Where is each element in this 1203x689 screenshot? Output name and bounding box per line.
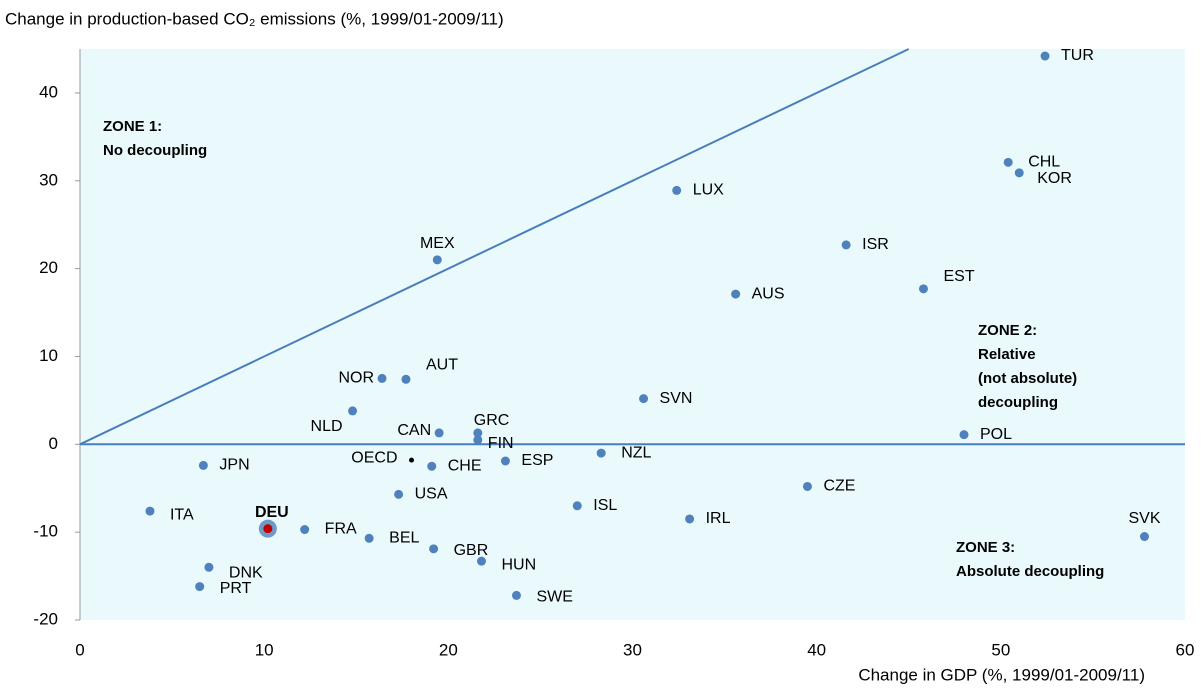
point bbox=[204, 562, 214, 572]
y-tick-label: -20 bbox=[33, 609, 58, 628]
point bbox=[473, 435, 483, 445]
zone-annotation: ZONE 3: bbox=[956, 539, 1015, 556]
point bbox=[263, 524, 273, 534]
point-label: IRL bbox=[706, 510, 731, 527]
diagonal-line bbox=[79, 48, 910, 446]
point bbox=[731, 289, 741, 299]
point-label: ESP bbox=[521, 452, 553, 469]
zone-annotation: ZONE 1: bbox=[103, 118, 162, 135]
point-label: DNK bbox=[229, 565, 263, 582]
point-label: FRA bbox=[325, 521, 357, 538]
point-label: HUN bbox=[501, 556, 536, 573]
point-label: GRC bbox=[474, 412, 510, 429]
point bbox=[1139, 532, 1149, 542]
zone-annotation: decoupling bbox=[978, 394, 1058, 411]
zone-annotation: No decoupling bbox=[103, 142, 207, 159]
x-axis-title: Change in GDP (%, 1999/01-2009/11) bbox=[858, 665, 1145, 684]
point-label: PRT bbox=[220, 580, 252, 597]
point bbox=[473, 428, 483, 438]
y-tick-label: 40 bbox=[39, 82, 58, 101]
point-label: ISL bbox=[593, 497, 617, 514]
point-label: GBR bbox=[454, 542, 489, 559]
y-tick-label: -10 bbox=[33, 522, 58, 541]
point-label: CAN bbox=[397, 422, 431, 439]
point bbox=[427, 461, 437, 471]
point-label: USA bbox=[415, 486, 448, 503]
x-tick-label: 0 bbox=[75, 640, 84, 659]
point-label: AUS bbox=[752, 285, 785, 302]
point bbox=[596, 448, 606, 458]
point bbox=[145, 506, 155, 516]
point bbox=[476, 556, 486, 566]
x-tick-label: 40 bbox=[807, 640, 826, 659]
point-label: BEL bbox=[389, 530, 419, 547]
point-label: KOR bbox=[1037, 170, 1072, 187]
point bbox=[672, 185, 682, 195]
point bbox=[802, 481, 812, 491]
zone-annotation: Relative bbox=[978, 346, 1036, 363]
point-label: NZL bbox=[621, 444, 651, 461]
x-tick-label: 50 bbox=[991, 640, 1010, 659]
point bbox=[959, 430, 969, 440]
point-label: POL bbox=[980, 426, 1012, 443]
y-tick-label: 20 bbox=[39, 258, 58, 277]
point-label: NOR bbox=[338, 370, 374, 387]
point-label: EST bbox=[943, 268, 974, 285]
point-label: TUR bbox=[1061, 47, 1094, 64]
y-tick-label: 10 bbox=[39, 346, 58, 365]
point bbox=[432, 255, 442, 265]
point-label: FIN bbox=[488, 435, 514, 452]
point bbox=[511, 590, 521, 600]
point bbox=[500, 456, 510, 466]
zone-annotation: (not absolute) bbox=[978, 370, 1077, 387]
point-label: JPN bbox=[219, 457, 249, 474]
point bbox=[195, 582, 205, 592]
point-label: CHL bbox=[1028, 154, 1060, 171]
point-label: MEX bbox=[420, 235, 455, 252]
point bbox=[572, 501, 582, 511]
point bbox=[1003, 157, 1013, 167]
point-label: AUT bbox=[426, 357, 458, 374]
y-tick-label: 0 bbox=[49, 434, 58, 453]
point bbox=[348, 406, 358, 416]
point-label: ISR bbox=[862, 236, 889, 253]
point bbox=[429, 544, 439, 554]
point-label: DEU bbox=[255, 504, 289, 521]
zone-annotation: Absolute decoupling bbox=[956, 563, 1104, 580]
point bbox=[434, 428, 444, 438]
zone-annotation: ZONE 2: bbox=[978, 322, 1037, 339]
point bbox=[841, 240, 851, 250]
x-tick-label: 30 bbox=[623, 640, 642, 659]
point bbox=[364, 533, 374, 543]
point bbox=[1040, 51, 1050, 61]
point-label: NLD bbox=[311, 418, 343, 435]
point bbox=[685, 514, 695, 524]
point bbox=[401, 374, 411, 384]
point bbox=[639, 394, 649, 404]
point-label: ITA bbox=[170, 506, 194, 523]
point bbox=[300, 525, 310, 535]
point-label: SWE bbox=[536, 589, 572, 606]
point-label: CZE bbox=[823, 478, 855, 495]
x-tick-label: 60 bbox=[1176, 640, 1195, 659]
y-axis-title: Change in production-based CO₂ emissions… bbox=[5, 9, 504, 28]
point-label: OECD bbox=[351, 449, 397, 466]
point bbox=[918, 284, 928, 294]
point-label: SVK bbox=[1128, 510, 1160, 527]
point bbox=[377, 373, 387, 383]
point bbox=[409, 457, 414, 463]
point bbox=[198, 460, 208, 470]
point-label: CHE bbox=[448, 457, 482, 474]
point-label: LUX bbox=[693, 182, 724, 199]
x-tick-label: 20 bbox=[439, 640, 458, 659]
point bbox=[1014, 168, 1024, 178]
x-tick-label: 10 bbox=[255, 640, 274, 659]
y-tick-label: 30 bbox=[39, 170, 58, 189]
point bbox=[394, 489, 404, 499]
point-label: SVN bbox=[660, 390, 693, 407]
